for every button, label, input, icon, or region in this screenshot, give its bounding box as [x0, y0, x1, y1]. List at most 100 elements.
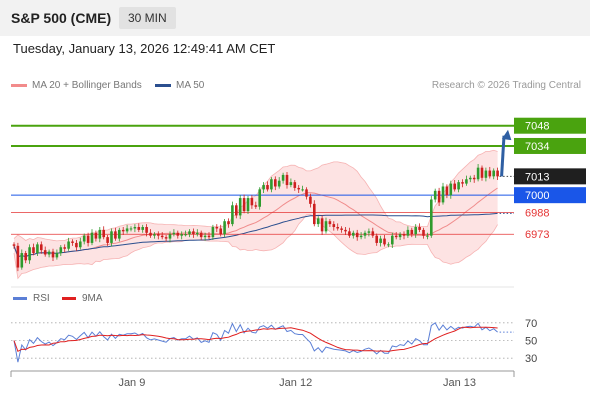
support-level-label: 6973 — [525, 229, 549, 241]
candle-up — [110, 231, 113, 243]
candle-up — [258, 189, 261, 207]
target-level-label: 7048 — [525, 121, 549, 133]
candle-down — [32, 247, 35, 254]
bollinger-lower-line — [13, 214, 498, 280]
candle-down — [348, 231, 351, 236]
pivot-level-label: 7000 — [525, 190, 549, 202]
candle-down — [94, 232, 98, 239]
candle-down — [422, 229, 425, 236]
candle-up — [203, 235, 207, 238]
candle-up — [352, 232, 355, 236]
candle-up — [82, 235, 86, 242]
candle-down — [285, 174, 289, 186]
candle-down — [437, 190, 441, 203]
candle-up — [55, 253, 59, 258]
candle-down — [410, 229, 414, 235]
support-level-label: 6988 — [525, 208, 549, 220]
chart-header: S&P 500 (CME) 30 MIN — [0, 0, 590, 36]
rsi-line — [13, 322, 498, 363]
candle-down — [250, 198, 254, 206]
legend-9ma: 9MA — [62, 293, 103, 304]
candle-down — [313, 203, 316, 225]
candle-up — [67, 241, 70, 249]
candle-up — [184, 234, 187, 236]
pivot-level-label-bg — [514, 187, 586, 204]
candle-down — [445, 186, 449, 196]
candle-down — [137, 227, 141, 230]
candle-down — [12, 244, 16, 246]
candle-down — [75, 242, 78, 248]
legend-label-rsi: RSI — [33, 293, 50, 304]
candle-down — [355, 232, 359, 238]
legend-label-ma50: MA 50 — [176, 80, 205, 91]
time-axis-label: Jan 13 — [443, 377, 476, 389]
candle-down — [219, 228, 222, 235]
candle-up — [379, 238, 382, 243]
candle-up — [172, 232, 176, 235]
candle-down — [394, 235, 398, 238]
candle-down — [242, 198, 246, 212]
candle-up — [238, 198, 242, 216]
candle-down — [297, 187, 300, 190]
candle-down — [336, 227, 339, 229]
candle-down — [106, 237, 109, 243]
candle-up — [20, 253, 24, 268]
legend-swatch-9ma — [62, 296, 76, 300]
candle-down — [121, 229, 125, 232]
candle-down — [192, 231, 195, 235]
candle-up — [47, 251, 51, 255]
credit-text: Research © 2026 Trading Central — [431, 80, 581, 91]
candle-down — [344, 229, 347, 232]
legend-label-ma20: MA 20 + Bollinger Bands — [32, 80, 142, 91]
candle-up — [426, 235, 429, 237]
candle-down — [496, 170, 499, 177]
candle-down — [176, 232, 180, 236]
candle-down — [293, 182, 297, 188]
candle-up — [465, 179, 468, 184]
candle-down — [215, 227, 219, 229]
candle-down — [207, 235, 211, 238]
candle-up — [391, 235, 394, 245]
candle-down — [332, 224, 336, 228]
candle-down — [199, 232, 203, 238]
time-axis-label: Jan 12 — [279, 377, 312, 389]
candle-up — [118, 229, 121, 239]
forecast-arrow-shaft — [500, 135, 506, 177]
candle-down — [371, 231, 375, 236]
candle-down — [164, 237, 168, 239]
candle-down — [305, 189, 308, 197]
timeframe-badge[interactable]: 30 MIN — [119, 7, 176, 29]
candle-down — [24, 253, 27, 261]
candle-up — [281, 174, 285, 181]
rsi-tick-label: 50 — [525, 336, 537, 348]
candle-up — [188, 231, 191, 235]
time-axis-label: Jan 9 — [118, 377, 145, 389]
candle-down — [145, 227, 148, 233]
candle-up — [36, 244, 39, 254]
ma50-line — [13, 212, 498, 258]
candle-up — [441, 186, 445, 203]
candle-down — [235, 205, 238, 216]
candle-down — [157, 234, 160, 236]
candle-up — [492, 170, 495, 177]
candle-up — [133, 227, 137, 229]
candle-down — [40, 244, 43, 251]
candle-down — [402, 234, 406, 236]
candle-up — [359, 235, 363, 238]
candle-down — [309, 196, 312, 204]
candle-down — [488, 170, 492, 177]
candle-up — [277, 180, 281, 187]
candle-up — [180, 234, 183, 236]
candle-up — [211, 227, 215, 238]
candle-up — [79, 241, 82, 248]
candle-up — [196, 232, 199, 235]
last-price-label-bg — [514, 168, 586, 185]
candle-up — [406, 229, 410, 236]
candle-down — [114, 231, 117, 239]
candle-down — [340, 228, 343, 230]
candle-up — [301, 189, 304, 191]
timestamp: Tuesday, January 13, 2026 12:49:41 AM CE… — [13, 41, 276, 56]
candle-down — [160, 235, 164, 238]
candle-up — [231, 205, 234, 225]
